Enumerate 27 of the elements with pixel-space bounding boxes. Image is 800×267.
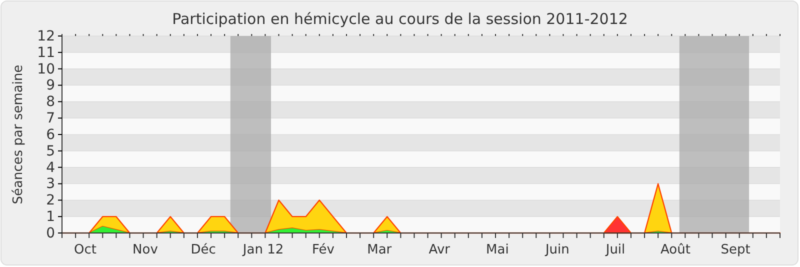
y-tick-label: 3 [46,176,55,192]
chart-title: Participation en hémicycle au cours de la session 2011-2012 [172,10,628,28]
y-tick-label: 1 [46,209,55,226]
x-tick-label: Jan 12 [242,242,284,258]
y-axis-title: Séances par semaine [11,64,26,204]
x-tick-label: Juin [544,242,570,258]
x-tick-label: Fév [312,242,335,258]
y-tick-label: 6 [46,126,56,143]
x-tick-label: Mar [367,242,392,258]
x-tick-label: Avr [428,242,451,258]
y-tick-label: 8 [46,94,55,110]
y-tick-label: 11 [37,44,55,61]
x-tick-label: Déc [190,242,216,258]
x-tick-label: Août [660,242,690,258]
x-tick-label: Nov [132,242,158,258]
y-tick-label: 0 [46,225,55,242]
y-tick-label: 4 [46,160,56,176]
y-tick-label: 9 [46,78,55,94]
x-tick-label: Juil [604,242,626,258]
y-tick-label: 7 [46,110,55,127]
x-tick-label: Oct [74,242,96,258]
y-tick-label: 5 [46,143,55,160]
x-tick-label: Sept [720,242,750,258]
y-tick-label: 2 [46,192,55,209]
y-tick-label: 10 [37,61,55,78]
x-tick-label: Mai [486,242,509,258]
y-tick-label: 12 [37,28,55,44]
